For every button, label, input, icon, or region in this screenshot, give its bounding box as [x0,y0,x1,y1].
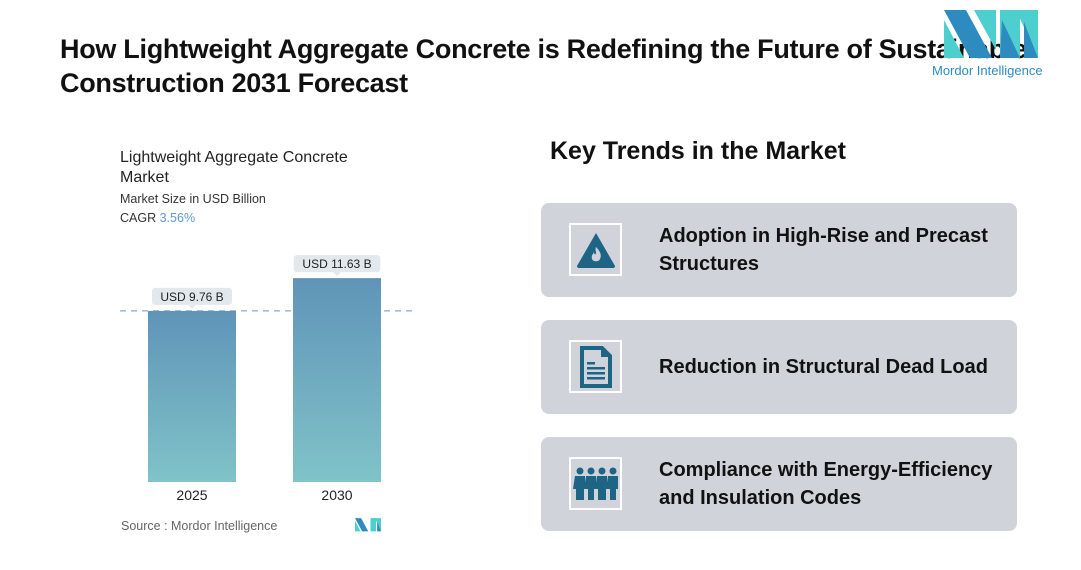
trend-card-dead-load: Reduction in Structural Dead Load [541,320,1017,414]
trends-heading: Key Trends in the Market [550,137,846,165]
chart-subtitle: Market Size in USD Billion [120,192,266,206]
cagr-label: CAGR [120,211,157,225]
chart-title: Lightweight Aggregate Concrete Market [120,149,348,186]
source-logo-icon [355,518,381,532]
data-label: USD 11.63 B [302,257,371,271]
data-label: USD 9.76 B [160,290,223,304]
trend-card-compliance: Compliance with Energy-Efficiency and In… [541,437,1017,531]
trend-label: Adoption in High-Rise and Precast Struct… [659,225,988,275]
people-group-icon [569,457,622,510]
data-label-pointer [333,272,341,277]
logo-text: Mordor Intelligence [932,63,1043,78]
data-label-pointer [188,304,196,309]
bar-2025 [148,310,236,482]
trend-label: Reduction in Structural Dead Load [659,356,988,378]
bar-2030 [293,278,381,482]
x-tick-label: 2025 [176,487,207,503]
trend-card-high-rise: Adoption in High-Rise and Precast Struct… [541,203,1017,297]
document-icon [569,340,622,393]
data-label-bg [152,287,232,305]
mordor-logo [944,10,1038,58]
cagr: CAGR 3.56% [120,211,195,225]
chart-source: Source : Mordor Intelligence [121,519,278,533]
trend-label: Compliance with Energy-Efficiency and In… [659,459,993,509]
x-tick-label: 2030 [321,487,352,503]
fire-warning-icon [569,223,622,276]
data-label-bg [293,255,381,273]
page-title: How Lightweight Aggregate Concrete is Re… [60,34,1027,98]
cagr-value: 3.56% [159,211,196,225]
